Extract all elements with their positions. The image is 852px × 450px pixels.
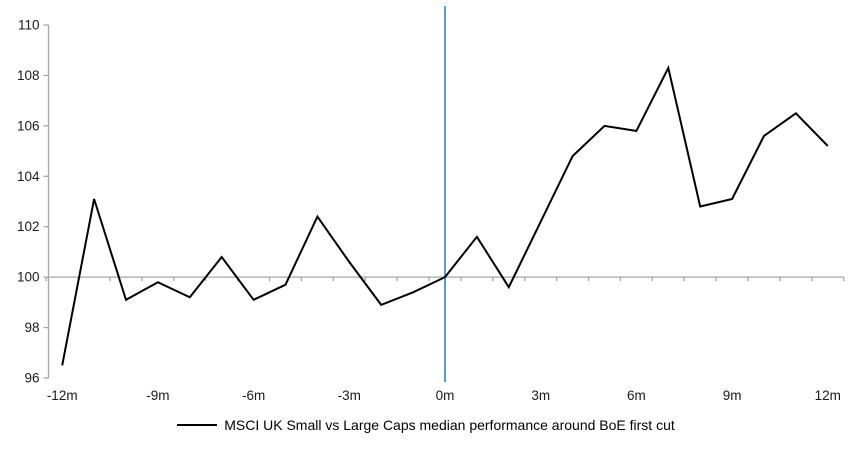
x-axis-tick-label: 9m xyxy=(723,388,742,403)
y-axis-tick-label: 106 xyxy=(17,118,40,133)
x-axis-tick-label: 6m xyxy=(627,388,646,403)
y-axis-tick-label: 108 xyxy=(17,68,40,83)
series-line xyxy=(61,64,829,366)
y-axis-tick-label: 100 xyxy=(17,270,40,285)
y-axis-tick-label: 110 xyxy=(18,18,40,33)
x-axis-tick-label: 0m xyxy=(436,388,455,403)
legend-label: MSCI UK Small vs Large Caps median perfo… xyxy=(224,417,675,433)
x-axis-tick-label: -6m xyxy=(242,388,265,403)
y-axis-tick-label: 104 xyxy=(17,169,40,184)
y-axis-tick-label: 96 xyxy=(24,371,39,386)
x-axis-tick-label: -9m xyxy=(146,388,169,403)
y-axis-tick-label: 102 xyxy=(17,219,40,234)
legend: MSCI UK Small vs Large Caps median perfo… xyxy=(0,417,852,433)
x-axis-tick-label: -12m xyxy=(47,388,78,403)
legend-line-swatch xyxy=(177,424,218,426)
y-axis-tick-label: 98 xyxy=(24,320,39,335)
x-axis-tick-label: 12m xyxy=(815,388,841,403)
x-axis-tick-label: 3m xyxy=(531,388,550,403)
x-axis-tick-label: -3m xyxy=(338,388,361,403)
